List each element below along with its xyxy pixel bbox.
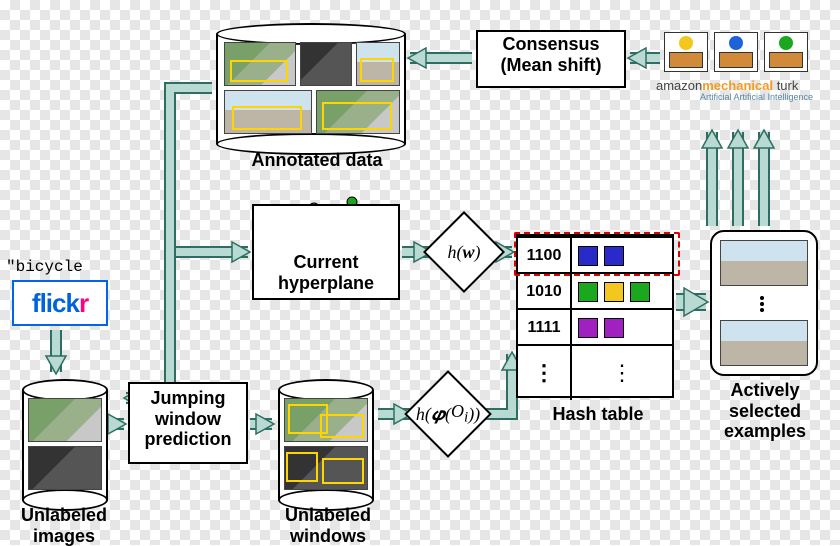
flickr-text-2: r — [79, 288, 88, 319]
selected-examples-label: Activelyselectedexamples — [702, 380, 828, 442]
thumb — [28, 398, 102, 442]
hash-w-label: h(w) — [437, 225, 491, 279]
mturk-worker — [714, 32, 758, 72]
unlabeled-windows-label: Unlabeledwindows — [258, 505, 398, 546]
hash-table-label: Hash table — [528, 404, 668, 425]
selected-examples-dots — [760, 296, 764, 312]
hash-table: 1100 1010 1111 ⋮ ⋮ — [516, 234, 674, 398]
thumb — [300, 42, 352, 86]
annotation-box — [320, 414, 364, 438]
query-text: "bicycle — [6, 258, 116, 276]
hash-cell — [578, 318, 598, 338]
hash-cell — [604, 318, 624, 338]
thumb — [720, 240, 808, 286]
mturk-worker — [664, 32, 708, 72]
hash-row-code: 1111 — [518, 310, 572, 346]
hash-row-cells-1 — [572, 274, 672, 310]
unlabeled-images-label: Unlabeledimages — [4, 505, 124, 546]
mturk-worker — [764, 32, 808, 72]
hash-cell — [578, 282, 598, 302]
hash-row-code: 1010 — [518, 274, 572, 310]
hash-row-code: ⋮ — [518, 346, 572, 400]
hash-cell — [630, 282, 650, 302]
annotation-box — [360, 58, 394, 82]
diagram-root: { "canvas": { "w": 840, "h": 545, "check… — [0, 0, 840, 545]
hash-highlight — [514, 232, 680, 276]
current-hyperplane-label: Currenthyperplane — [252, 252, 400, 293]
thumb — [28, 446, 102, 490]
annotation-box — [230, 60, 288, 82]
hash-row-cells-2 — [572, 310, 672, 346]
annotation-box — [322, 458, 364, 484]
flickr-logo: flickr — [12, 280, 108, 326]
hash-row-cells-3: ⋮ — [572, 346, 672, 400]
hash-o-label: h(𝝋(Oi)) — [419, 385, 477, 443]
thumb — [720, 320, 808, 366]
annotation-box — [232, 106, 302, 130]
hash-w-diamond: h(w) — [423, 211, 505, 293]
flickr-text-1: flick — [32, 288, 79, 319]
annotation-box — [322, 102, 392, 130]
amt-label: amazonmechanical turk — [656, 78, 798, 93]
amt-sub: Artificial Artificial Intelligence — [700, 92, 813, 102]
hash-o-diamond: h(𝝋(Oi)) — [404, 370, 492, 458]
jumping-window-label: Jumpingwindowprediction — [128, 388, 248, 450]
annotation-box — [286, 452, 318, 482]
hash-cell — [604, 282, 624, 302]
consensus-label: Consensus(Mean shift) — [476, 34, 626, 75]
annotated-data-label: Annotated data — [232, 150, 402, 171]
